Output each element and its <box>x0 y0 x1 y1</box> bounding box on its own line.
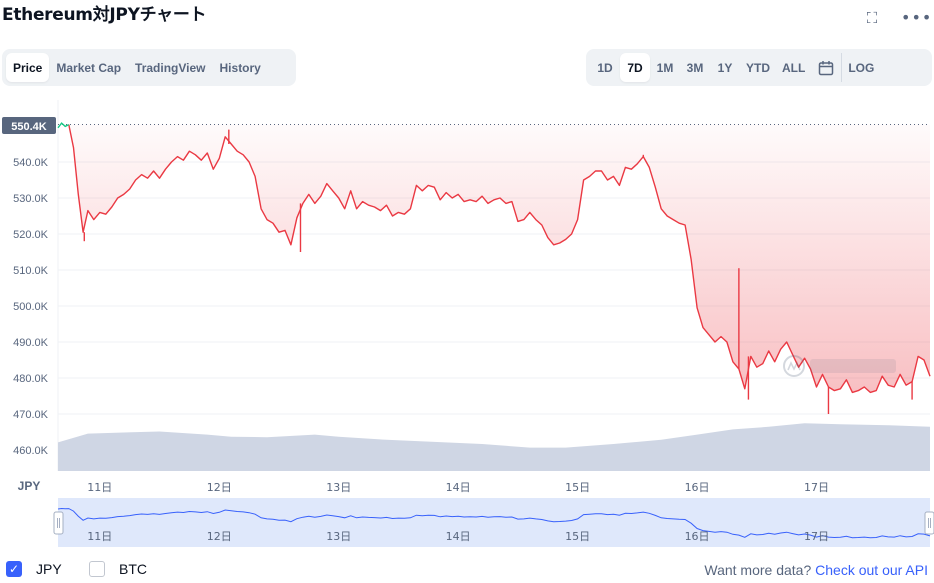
range-1y[interactable]: 1Y <box>717 60 733 75</box>
navigator-handle-right[interactable] <box>924 511 934 535</box>
x-tick-label: 16日 <box>685 481 710 494</box>
x-axis-labels: 11日 12日 13日 14日 15日 16日 17日 <box>87 481 829 494</box>
y-tick-label: 540.0K <box>13 157 49 169</box>
x-tick-label: 14日 <box>446 481 471 494</box>
jpy-checkbox[interactable]: ✓ <box>6 561 22 577</box>
jpy-label: JPY <box>36 561 62 577</box>
x-tick-label: 12日 <box>207 481 232 494</box>
chart-type-tabs: Price Market Cap TradingView History <box>2 49 296 86</box>
navigator-tick-label: 16日 <box>685 530 710 543</box>
navigator-tick-label: 12日 <box>207 530 232 543</box>
api-promo: Want more data? Check out our API <box>704 562 928 578</box>
log-scale-toggle[interactable]: LOG <box>841 53 880 82</box>
y-tick-label: 520.0K <box>13 229 49 241</box>
y-tick-label: 530.0K <box>13 193 49 205</box>
volume-area <box>58 423 930 471</box>
navigator-line <box>57 507 931 539</box>
price-area-fill <box>58 123 930 393</box>
y-axis-labels: 460.0K 470.0K 480.0K 490.0K 500.0K 510.0K 520.… <box>13 157 49 457</box>
price-line <box>68 124 931 394</box>
y-tick-label: 460.0K <box>13 445 49 457</box>
btc-checkbox[interactable] <box>89 561 105 577</box>
range-1m[interactable]: 1M <box>656 60 674 75</box>
range-navigator[interactable]: 11日 12日 13日 14日 15日 16日 17日 <box>53 498 934 547</box>
x-tick-label: 15日 <box>565 481 590 494</box>
y-tick-label: 510.0K <box>13 265 49 277</box>
legend-btc[interactable]: BTC <box>89 561 147 577</box>
legend-jpy[interactable]: ✓ JPY <box>6 561 62 577</box>
tab-price[interactable]: Price <box>6 53 50 82</box>
navigator-tick-label: 15日 <box>565 530 590 543</box>
navigator-tick-label: 13日 <box>326 530 351 543</box>
price-line-recent-up <box>57 122 70 129</box>
x-axis-currency-label: JPY <box>18 479 41 493</box>
navigator-tick-label: 14日 <box>446 530 471 543</box>
chart-title: Ethereum対JPYチャート <box>2 5 207 25</box>
y-tick-label: 500.0K <box>13 301 49 313</box>
x-tick-label: 11日 <box>87 481 112 494</box>
navigator-tick-label: 17日 <box>804 530 829 543</box>
x-tick-label: 13日 <box>326 481 351 494</box>
calendar-icon[interactable] <box>811 53 841 82</box>
y-tick-label: 470.0K <box>13 409 49 421</box>
coinmarketcap-watermark-icon <box>783 355 896 377</box>
range-3m[interactable]: 3M <box>686 60 704 75</box>
price-spikes <box>83 129 913 414</box>
expand-icon[interactable]: ⛶ <box>866 9 878 27</box>
api-promo-text: Want more data? <box>704 562 812 578</box>
tab-market-cap[interactable]: Market Cap <box>56 60 122 75</box>
x-tick-label: 17日 <box>804 481 829 494</box>
more-icon[interactable]: ••• <box>901 8 933 27</box>
range-7d[interactable]: 7D <box>620 53 650 82</box>
y-tick-label: 480.0K <box>13 373 49 385</box>
navigator-x-labels: 11日 12日 13日 14日 15日 16日 17日 <box>87 530 829 543</box>
tab-tradingview[interactable]: TradingView <box>135 60 206 75</box>
navigator-tick-label: 11日 <box>87 530 112 543</box>
price-chart[interactable]: 460.0K 470.0K 480.0K 490.0K 500.0K 510.0K 520.… <box>0 100 934 560</box>
current-price-badge: 550.4K <box>2 117 56 134</box>
time-range-selector: 1D 7D 1M 3M 1Y YTD ALL LOG <box>586 49 932 86</box>
current-price-label: 550.4K <box>11 121 47 133</box>
range-ytd[interactable]: YTD <box>746 60 770 75</box>
btc-label: BTC <box>119 561 147 577</box>
tab-history[interactable]: History <box>219 60 261 75</box>
range-1d[interactable]: 1D <box>597 60 613 75</box>
navigator-handle-left[interactable] <box>53 511 64 535</box>
api-link[interactable]: Check out our API <box>815 562 928 578</box>
navigator-selection <box>58 498 930 547</box>
range-all[interactable]: ALL <box>782 60 806 75</box>
y-tick-label: 490.0K <box>13 337 49 349</box>
